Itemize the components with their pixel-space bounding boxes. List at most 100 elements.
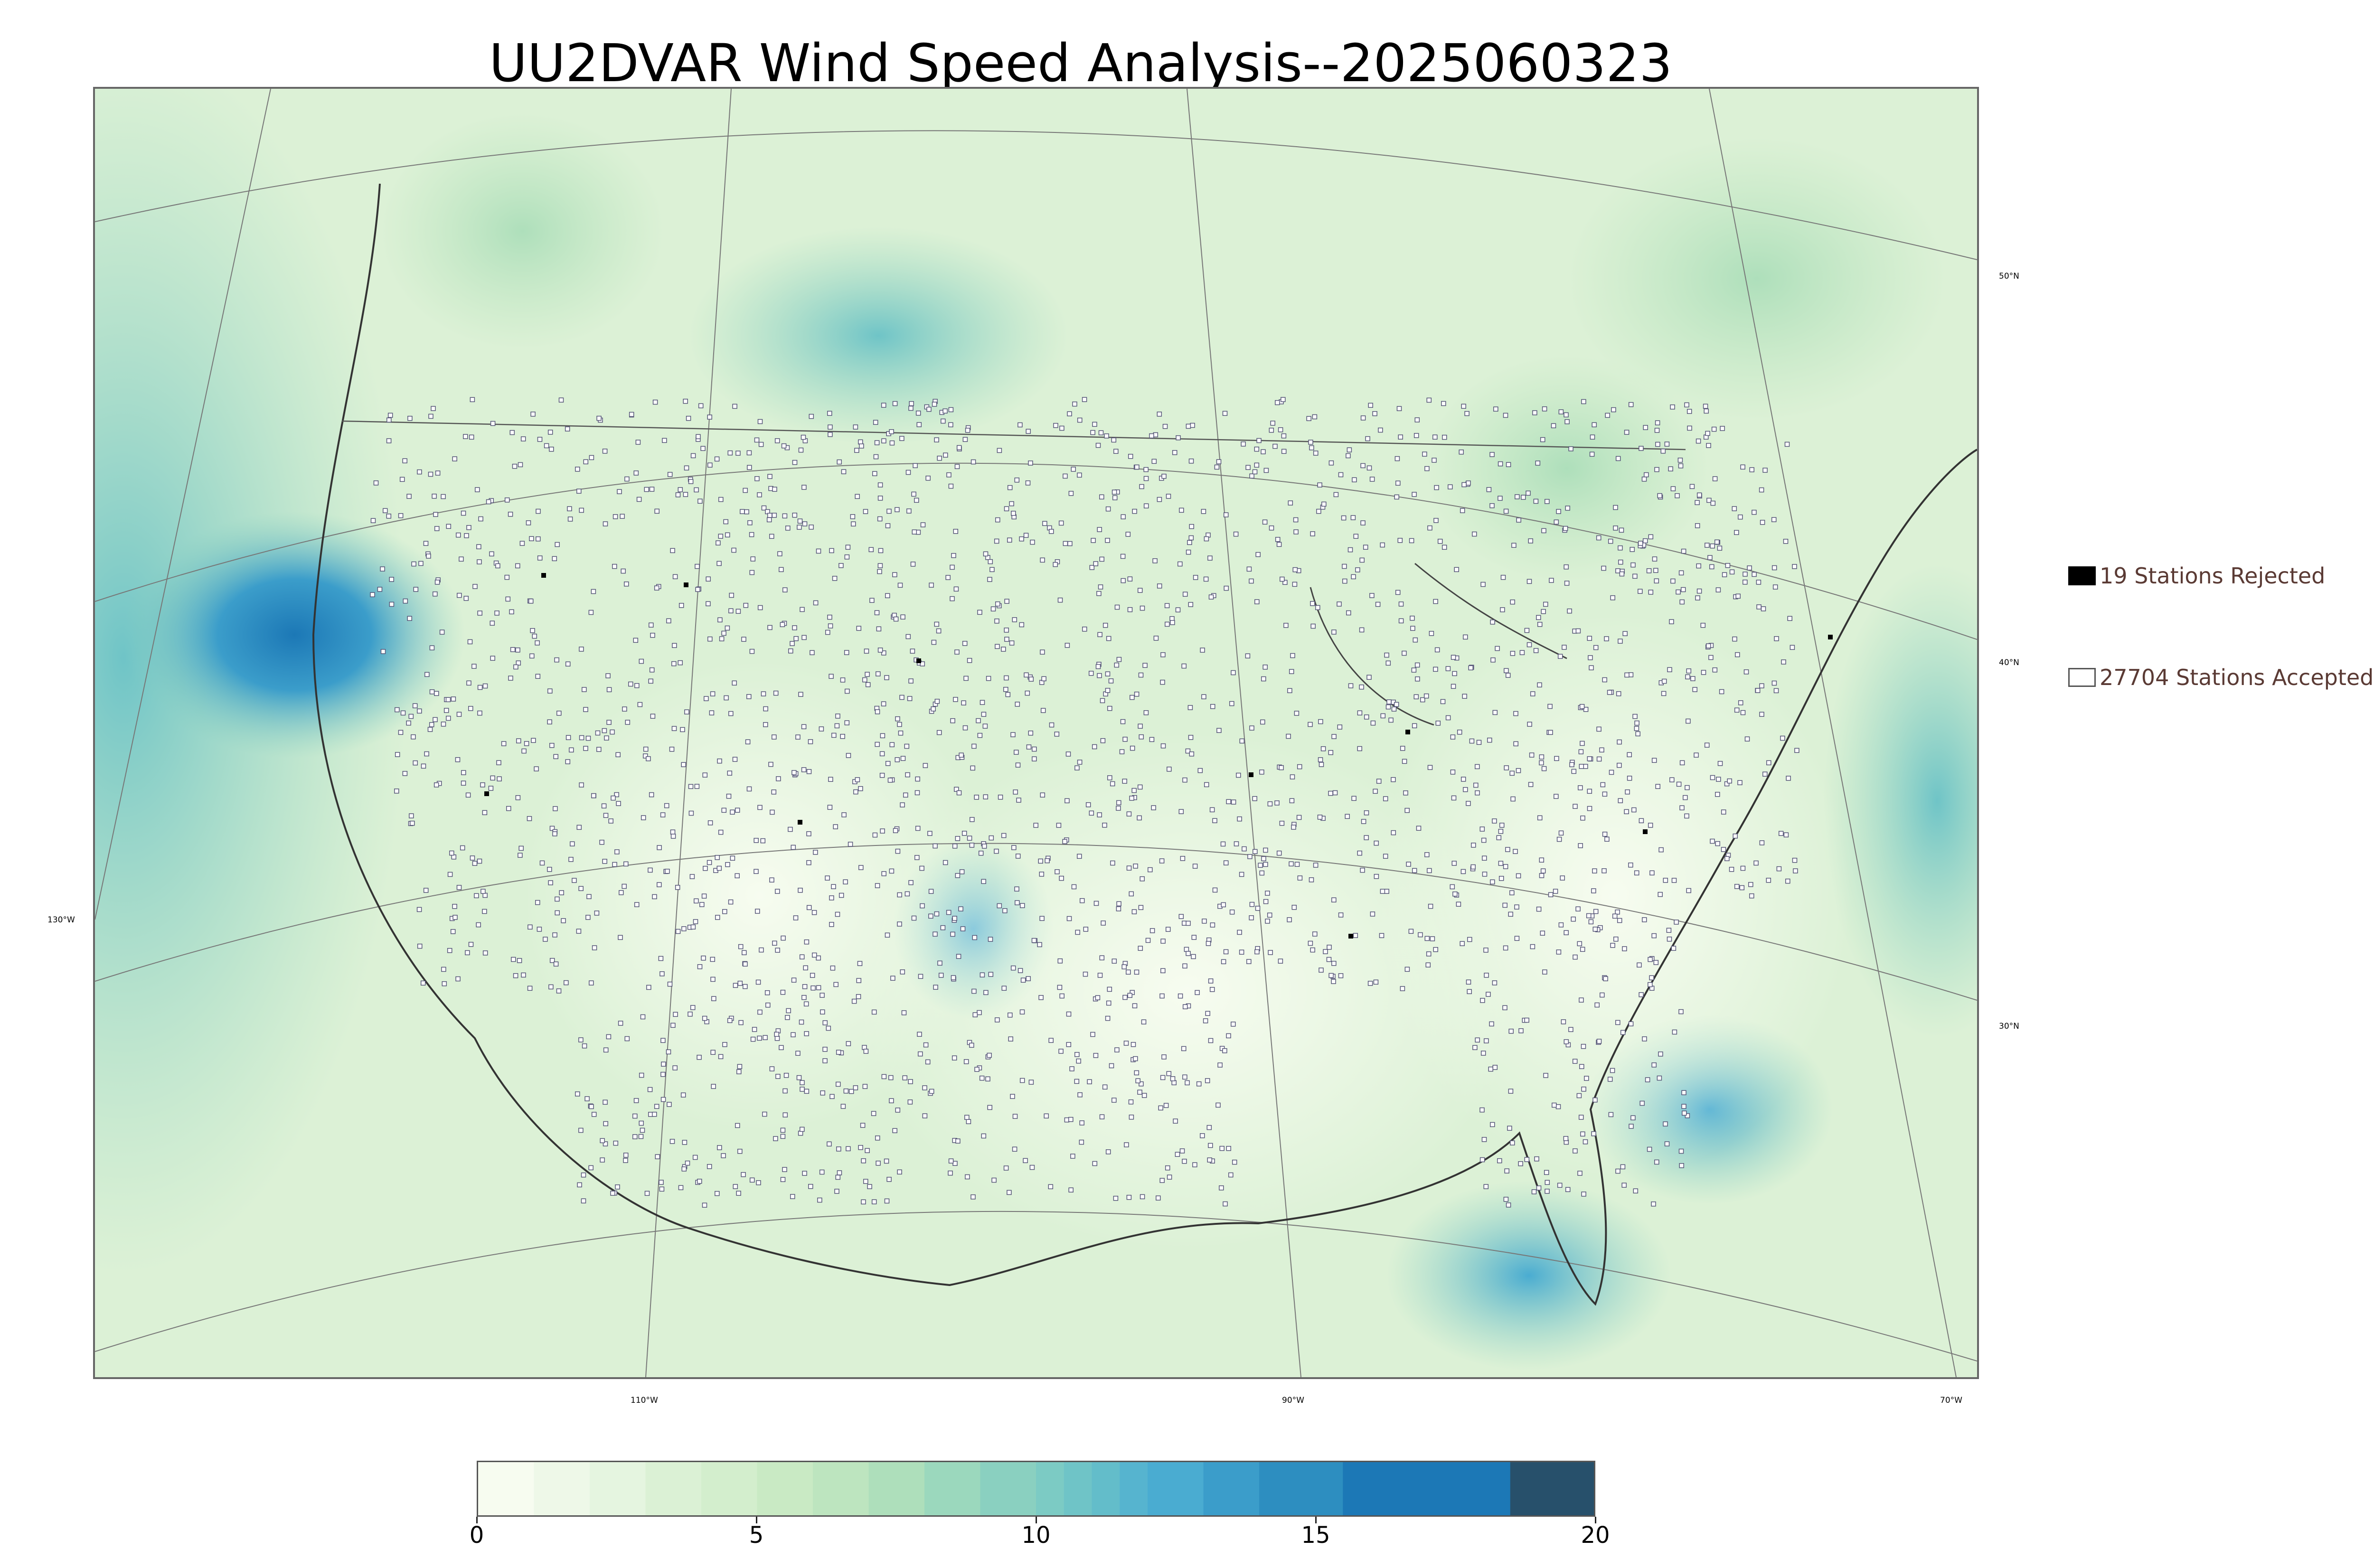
rejected-station-marker — [1249, 772, 1253, 777]
station-marker — [840, 677, 846, 683]
station-marker — [864, 648, 869, 654]
station-marker — [1189, 751, 1195, 757]
station-marker — [1070, 1154, 1075, 1159]
station-marker — [1720, 426, 1725, 431]
station-marker — [604, 735, 609, 741]
station-marker — [874, 610, 880, 615]
wind-speed-map — [95, 89, 1977, 1377]
station-marker — [664, 803, 669, 808]
station-marker — [622, 883, 627, 889]
station-marker — [1237, 816, 1242, 822]
station-marker — [1308, 440, 1313, 445]
station-marker — [1398, 618, 1404, 624]
station-marker — [1414, 417, 1420, 423]
station-marker — [809, 525, 814, 530]
station-marker — [579, 782, 584, 788]
station-marker — [956, 954, 961, 959]
station-marker — [1342, 563, 1347, 569]
station-marker — [1581, 1043, 1586, 1049]
station-marker — [1734, 707, 1740, 713]
station-marker — [1562, 645, 1567, 650]
station-marker — [402, 771, 408, 776]
station-marker — [1014, 477, 1020, 483]
station-marker — [1160, 679, 1165, 685]
station-marker — [1186, 951, 1191, 956]
station-marker — [1101, 920, 1106, 926]
station-marker — [614, 792, 619, 798]
station-marker — [1710, 775, 1715, 780]
station-marker — [434, 580, 440, 585]
station-marker — [549, 826, 555, 831]
station-marker — [528, 924, 533, 930]
station-marker — [1740, 464, 1745, 470]
station-marker — [797, 518, 803, 524]
legend-accepted-label: 27704 Stations Accepted — [2100, 665, 2374, 690]
station-marker — [726, 793, 732, 799]
station-marker — [564, 980, 569, 986]
station-marker — [758, 441, 764, 447]
station-marker — [464, 533, 469, 538]
station-marker — [934, 437, 939, 442]
station-marker — [1077, 760, 1083, 765]
station-marker — [820, 1090, 825, 1096]
station-marker — [459, 556, 464, 562]
station-marker — [1079, 1139, 1084, 1145]
station-marker — [482, 810, 488, 816]
station-marker — [981, 712, 987, 717]
station-marker — [1618, 559, 1623, 565]
station-marker — [846, 1146, 851, 1152]
station-marker — [610, 729, 615, 735]
station-marker — [863, 1179, 868, 1184]
station-marker — [690, 453, 696, 459]
station-marker — [1007, 485, 1013, 490]
station-marker — [1165, 621, 1170, 627]
station-marker — [1012, 1114, 1018, 1119]
station-marker — [1414, 662, 1420, 668]
station-marker — [732, 757, 738, 762]
station-marker — [1079, 898, 1085, 903]
station-marker — [1276, 542, 1282, 547]
station-marker — [919, 865, 924, 871]
station-marker — [1530, 944, 1536, 949]
station-marker — [1766, 760, 1771, 766]
station-marker — [1762, 771, 1768, 777]
colorbar-bin — [1064, 1462, 1092, 1515]
station-marker — [960, 926, 966, 931]
station-marker — [1738, 514, 1743, 520]
station-marker — [923, 763, 928, 768]
station-marker — [986, 676, 991, 681]
station-marker — [1197, 768, 1203, 773]
station-marker — [988, 972, 994, 977]
station-marker — [1131, 788, 1137, 793]
station-marker — [865, 682, 871, 687]
station-marker — [1599, 747, 1604, 753]
station-marker — [480, 782, 485, 788]
station-marker — [801, 485, 807, 490]
station-marker — [1639, 1100, 1645, 1106]
station-marker — [927, 831, 933, 836]
station-marker — [1223, 1201, 1228, 1207]
station-marker — [892, 1128, 897, 1133]
station-marker — [1097, 812, 1102, 817]
station-marker — [1326, 957, 1332, 962]
station-marker — [1249, 725, 1254, 731]
station-marker — [1126, 811, 1132, 817]
station-marker — [659, 1186, 665, 1192]
station-marker — [1529, 752, 1535, 758]
station-marker — [897, 722, 902, 727]
station-marker — [1074, 1052, 1080, 1057]
station-marker — [1654, 467, 1659, 472]
station-marker — [1615, 456, 1621, 461]
station-marker — [959, 869, 965, 874]
station-marker — [998, 794, 1003, 800]
station-marker — [1209, 987, 1215, 992]
station-marker — [875, 709, 880, 714]
station-marker — [1510, 796, 1516, 802]
station-marker — [1032, 756, 1037, 761]
station-marker — [1085, 802, 1091, 807]
station-marker — [772, 487, 777, 492]
station-marker — [534, 766, 539, 771]
station-marker — [1561, 1019, 1566, 1024]
station-marker — [1122, 779, 1127, 784]
station-marker — [1121, 578, 1126, 583]
